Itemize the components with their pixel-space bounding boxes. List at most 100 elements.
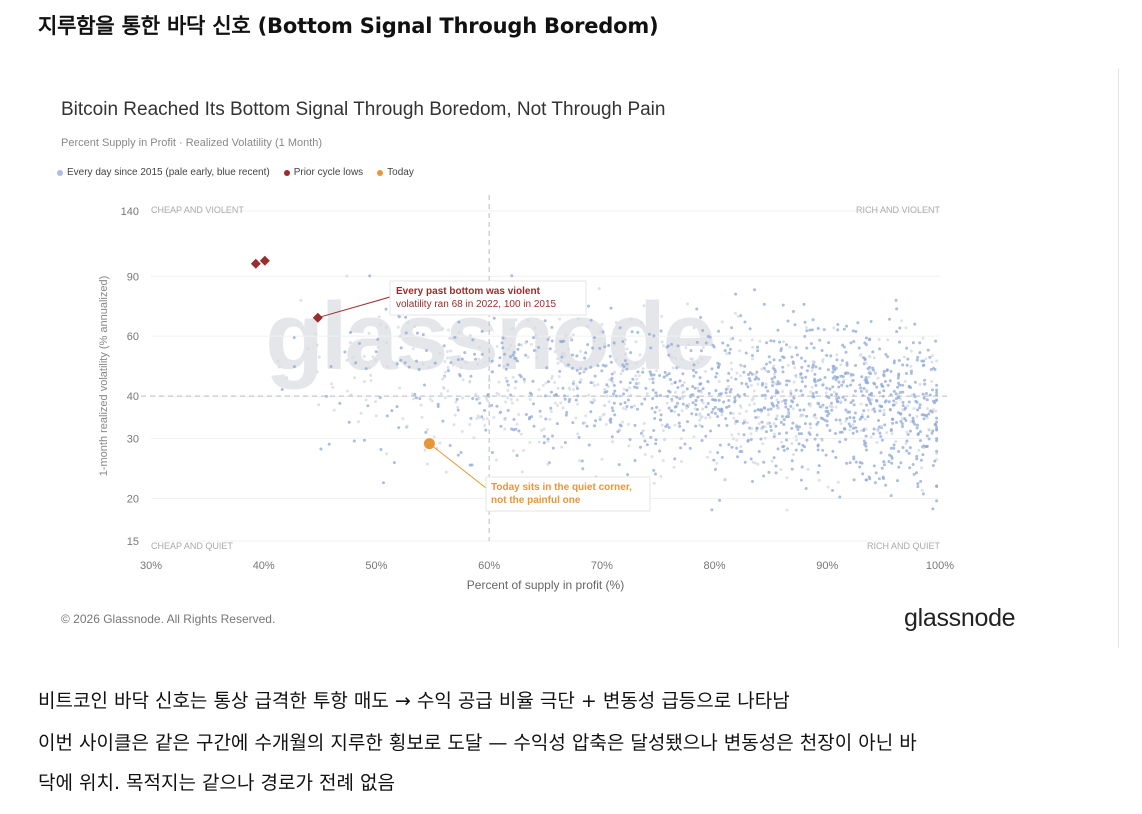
copyright-text: © 2026 Glassnode. All Rights Reserved. xyxy=(61,612,276,626)
daily-point xyxy=(793,323,797,327)
daily-point xyxy=(820,348,824,352)
daily-point xyxy=(706,401,710,405)
daily-point xyxy=(700,357,704,361)
daily-point xyxy=(506,396,510,400)
daily-point xyxy=(714,398,718,402)
daily-point xyxy=(411,347,415,351)
daily-point xyxy=(902,355,906,359)
daily-point xyxy=(829,401,833,405)
daily-point xyxy=(698,423,702,427)
daily-point xyxy=(729,337,733,341)
daily-point xyxy=(767,355,771,359)
daily-point xyxy=(725,352,729,356)
daily-point xyxy=(329,365,333,369)
daily-point xyxy=(576,432,580,436)
daily-point xyxy=(858,465,862,469)
daily-point xyxy=(692,435,696,439)
daily-point xyxy=(707,392,711,396)
daily-point xyxy=(754,429,758,433)
body-line-2: 이번 사이클은 같은 구간에 수개월의 지루한 횡보로 도달 — 수익성 압축은… xyxy=(38,732,917,754)
daily-point xyxy=(835,353,839,357)
daily-point xyxy=(865,448,869,452)
daily-point xyxy=(839,421,843,425)
daily-point xyxy=(633,459,637,463)
daily-point xyxy=(516,347,520,351)
daily-point xyxy=(911,420,915,424)
daily-point xyxy=(901,390,905,394)
daily-point xyxy=(749,457,753,461)
daily-point xyxy=(543,319,547,323)
daily-point xyxy=(280,387,284,391)
daily-point xyxy=(626,398,630,402)
daily-point xyxy=(898,383,902,387)
daily-point xyxy=(865,388,869,392)
daily-point xyxy=(362,438,366,442)
daily-point xyxy=(438,441,442,445)
daily-point xyxy=(720,455,724,459)
daily-point xyxy=(648,377,652,381)
daily-point xyxy=(790,355,794,359)
daily-point xyxy=(921,336,925,340)
daily-point xyxy=(811,392,815,396)
daily-point xyxy=(354,361,358,365)
daily-point xyxy=(560,352,564,356)
daily-point xyxy=(609,360,613,364)
daily-point xyxy=(821,448,825,452)
daily-point xyxy=(814,384,818,388)
daily-point xyxy=(560,355,564,359)
daily-point xyxy=(714,389,718,393)
daily-point xyxy=(605,383,609,387)
daily-point xyxy=(867,354,871,358)
daily-point xyxy=(673,390,677,394)
daily-point xyxy=(915,358,919,362)
daily-point xyxy=(826,368,830,372)
daily-point xyxy=(908,446,912,450)
daily-point xyxy=(755,426,759,430)
daily-point xyxy=(567,386,571,390)
daily-point xyxy=(849,401,853,405)
daily-point xyxy=(649,346,653,350)
daily-point xyxy=(368,274,372,278)
daily-point xyxy=(730,367,734,371)
daily-point xyxy=(868,365,872,369)
daily-point xyxy=(892,389,896,393)
daily-point xyxy=(711,407,715,411)
daily-point xyxy=(518,373,522,377)
daily-point xyxy=(735,371,739,375)
daily-point xyxy=(760,367,764,371)
daily-point xyxy=(831,385,835,389)
daily-point xyxy=(603,404,607,408)
daily-point xyxy=(832,365,836,369)
daily-point xyxy=(660,314,664,318)
daily-point xyxy=(933,459,937,463)
daily-point xyxy=(577,435,581,439)
daily-point xyxy=(698,376,702,380)
daily-point xyxy=(515,398,519,402)
daily-point xyxy=(896,376,900,380)
daily-point xyxy=(889,369,893,373)
daily-point xyxy=(508,355,512,359)
daily-point xyxy=(390,409,394,413)
daily-point xyxy=(818,367,822,371)
daily-point xyxy=(847,422,851,426)
daily-point xyxy=(836,322,840,326)
daily-point xyxy=(864,444,868,448)
daily-point xyxy=(774,464,778,468)
daily-point xyxy=(688,446,692,450)
daily-point xyxy=(834,418,838,422)
daily-point xyxy=(729,361,733,365)
daily-point xyxy=(484,428,488,432)
daily-point xyxy=(744,351,748,355)
daily-point xyxy=(327,442,331,446)
daily-point xyxy=(575,354,579,358)
daily-point xyxy=(927,412,931,416)
daily-point xyxy=(651,397,655,401)
daily-point xyxy=(622,365,626,369)
annotation-title-prior-lows: Every past bottom was violent xyxy=(396,286,541,297)
daily-point xyxy=(424,430,428,434)
daily-point xyxy=(469,374,473,378)
daily-point xyxy=(665,401,669,405)
daily-point xyxy=(404,331,408,335)
daily-point xyxy=(810,385,814,389)
daily-point xyxy=(717,398,721,402)
